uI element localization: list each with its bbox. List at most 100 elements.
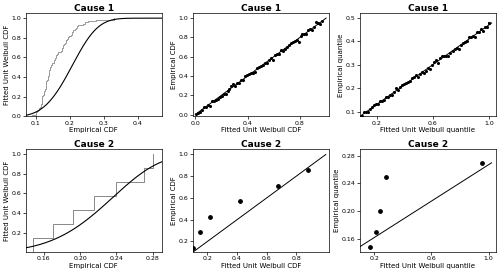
Title: Cause 1: Cause 1 [74,4,114,13]
Point [442,54,450,58]
Point [202,105,210,109]
Point [450,47,458,51]
Point [392,86,400,91]
Point [464,35,472,40]
Point [400,82,408,87]
Point [432,58,440,62]
Point [479,28,487,33]
Point [222,92,230,96]
Point [226,87,234,91]
X-axis label: Fitted Unit Weibull CDF: Fitted Unit Weibull CDF [220,127,301,133]
Y-axis label: Empirical CDF: Empirical CDF [171,176,177,225]
Point [472,30,480,35]
Point [220,92,228,96]
Point [474,30,482,34]
Point [364,110,372,114]
Point [257,64,265,69]
Point [224,88,232,93]
Point [456,43,464,47]
Point [212,97,220,102]
Point [438,54,446,58]
Point [458,41,466,46]
Point [460,40,468,44]
Point [312,20,320,24]
Point [261,60,269,65]
Point [240,78,248,82]
Point [275,52,283,56]
Point [440,54,448,58]
Point [267,56,275,60]
Point [234,81,241,85]
Point [358,114,366,118]
Point [370,103,378,107]
Point [406,79,414,83]
Point [380,98,388,102]
Point [356,115,364,120]
Point [259,63,267,67]
Point [280,47,288,52]
Point [374,102,382,106]
Point [196,110,204,115]
Point [422,69,430,73]
Point [420,71,428,75]
Y-axis label: Empirical quantile: Empirical quantile [334,169,340,232]
Point [466,35,474,39]
Point [362,109,370,114]
Point [386,93,394,97]
Point [477,27,485,31]
Point [366,245,374,249]
Point [298,32,306,36]
Point [253,66,261,70]
Point [382,95,390,99]
Point [444,54,452,58]
X-axis label: Empirical CDF: Empirical CDF [70,127,118,133]
Point [236,80,244,85]
Point [368,105,376,109]
Point [436,55,444,60]
Point [478,161,486,165]
Point [247,71,255,75]
Point [314,21,322,25]
Point [273,52,281,56]
Y-axis label: Empirical quantile: Empirical quantile [338,33,344,97]
Point [384,95,392,99]
Title: Cause 2: Cause 2 [74,140,114,149]
X-axis label: Fitted Unit Weibull CDF: Fitted Unit Weibull CDF [220,263,301,269]
Point [470,34,478,39]
X-axis label: Empirical CDF: Empirical CDF [70,263,118,269]
Title: Cause 1: Cause 1 [408,4,448,13]
Point [418,70,426,74]
Point [279,49,287,53]
Point [210,99,218,103]
Point [394,88,402,92]
Point [382,174,390,179]
Point [282,44,290,49]
Point [310,25,318,29]
Point [426,67,434,71]
Point [269,57,277,62]
Point [271,53,279,58]
Point [454,46,462,51]
Point [206,214,214,219]
Point [308,28,316,32]
Y-axis label: Empirical CDF: Empirical CDF [171,40,177,89]
Y-axis label: Fitted Unit Weibull CDF: Fitted Unit Weibull CDF [4,25,10,105]
Point [416,72,424,76]
Point [414,75,422,79]
Point [428,63,436,67]
Point [294,40,302,44]
Point [245,72,253,76]
Point [236,199,244,203]
Point [230,82,237,86]
Point [396,85,404,89]
Title: Cause 2: Cause 2 [240,140,281,149]
Point [300,32,308,37]
Point [318,19,326,23]
Point [468,34,476,38]
Point [304,28,312,32]
Point [204,103,212,108]
Point [402,81,410,85]
Point [388,93,396,97]
Point [446,51,454,55]
Point [306,27,314,32]
